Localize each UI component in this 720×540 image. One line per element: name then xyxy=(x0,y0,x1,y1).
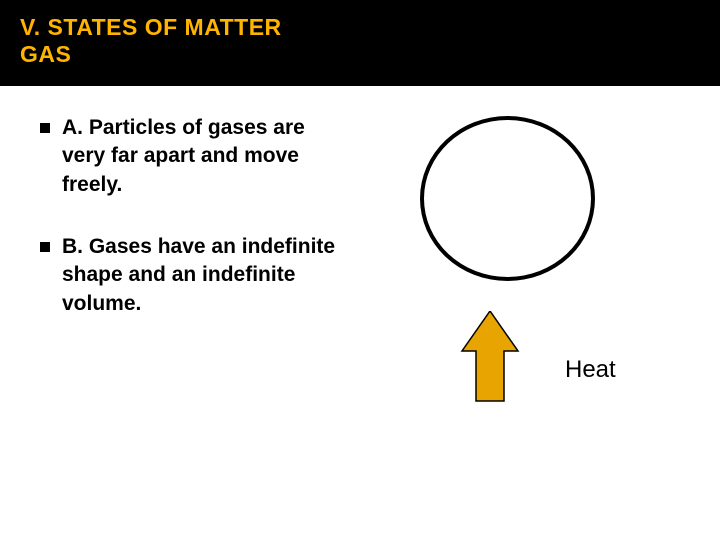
bullet-item: A. Particles of gases are very far apart… xyxy=(20,114,340,199)
slide-content: A. Particles of gases are very far apart… xyxy=(0,86,720,318)
slide-header: V. STATES OF MATTER GAS xyxy=(0,0,720,86)
bullet-text: A. Particles of gases are very far apart… xyxy=(62,114,340,199)
heat-arrow-icon xyxy=(460,311,520,403)
title-line-2: GAS xyxy=(20,41,700,68)
diagram-area: Heat xyxy=(390,116,700,403)
bullet-marker-icon xyxy=(40,242,50,252)
gas-container-circle-icon xyxy=(420,116,595,281)
bullet-item: B. Gases have an indefinite shape and an… xyxy=(20,233,340,318)
heat-label: Heat xyxy=(565,356,616,384)
bullet-marker-icon xyxy=(40,123,50,133)
arrow-row: Heat xyxy=(460,311,700,403)
bullet-list: A. Particles of gases are very far apart… xyxy=(20,114,340,318)
title-line-1: V. STATES OF MATTER xyxy=(20,14,700,41)
bullet-text: B. Gases have an indefinite shape and an… xyxy=(62,233,340,318)
